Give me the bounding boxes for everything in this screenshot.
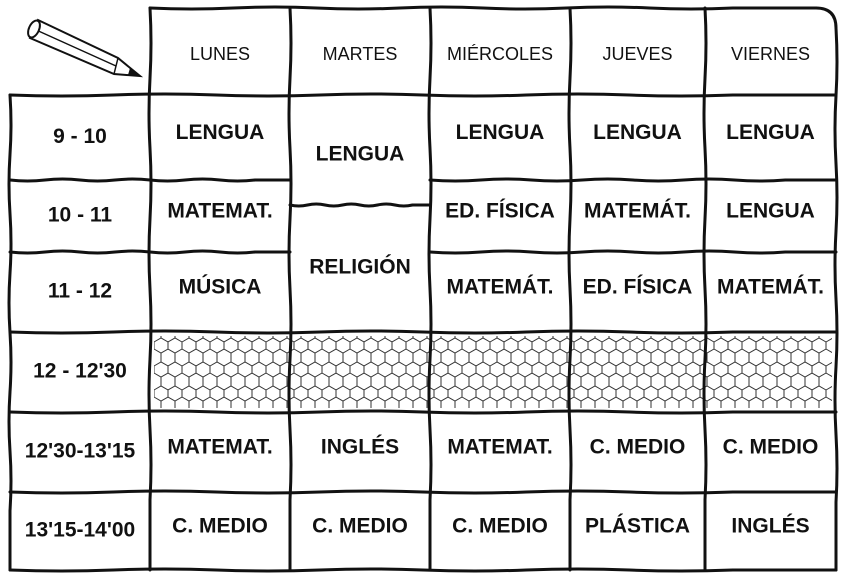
rule <box>8 567 838 573</box>
time-label: 10 - 11 <box>48 204 113 227</box>
subject: LENGUA <box>316 143 405 166</box>
subject: MATEMÁT. <box>584 200 691 223</box>
rule <box>288 202 432 208</box>
rule <box>427 6 433 572</box>
subject: C. MEDIO <box>172 515 268 538</box>
subject: MATEMÁT. <box>717 276 824 299</box>
rule <box>702 6 708 572</box>
day-header: MIÉRCOLES <box>447 44 553 64</box>
rule <box>428 177 838 183</box>
subject: C. MEDIO <box>723 436 819 459</box>
recess-pattern <box>154 336 832 408</box>
day-header: VIERNES <box>731 44 810 64</box>
subject: PLÁSTICA <box>585 515 690 538</box>
subject: ED. FÍSICA <box>445 200 555 223</box>
rule <box>8 409 838 415</box>
time-label: 11 - 12 <box>48 280 112 303</box>
subject: LENGUA <box>176 121 265 144</box>
rule <box>8 489 838 495</box>
rule <box>148 5 818 11</box>
rule <box>428 249 838 255</box>
subject: MÚSICA <box>179 275 262 299</box>
day-header: MARTES <box>323 44 398 64</box>
rule <box>7 93 13 572</box>
subject: MATEMAT. <box>167 200 272 223</box>
subject: INGLÉS <box>321 436 399 459</box>
subject: MATEMAT. <box>167 436 272 459</box>
rule <box>8 329 838 335</box>
time-label: 12 - 12'30 <box>33 360 127 383</box>
day-header: JUEVES <box>602 44 672 64</box>
subject: C. MEDIO <box>452 515 548 538</box>
subject: LENGUA <box>726 121 815 144</box>
subject: MATEMÁT. <box>447 276 554 299</box>
rule <box>287 6 293 572</box>
subject: MATEMAT. <box>447 436 552 459</box>
subject: C. MEDIO <box>312 515 408 538</box>
rule <box>814 6 838 30</box>
rule <box>567 6 573 572</box>
rule <box>833 26 839 572</box>
time-label: 9 - 10 <box>53 125 107 148</box>
subject: INGLÉS <box>731 515 809 538</box>
time-label: 13'15-14'00 <box>25 519 135 542</box>
rule <box>8 92 838 98</box>
day-header: LUNES <box>190 44 250 64</box>
subject: LENGUA <box>456 121 545 144</box>
subject: ED. FÍSICA <box>583 276 693 299</box>
subject: RELIGIÓN <box>309 255 411 279</box>
rule <box>147 6 153 572</box>
subject: LENGUA <box>726 200 815 223</box>
subject: LENGUA <box>593 121 682 144</box>
subject: C. MEDIO <box>590 436 686 459</box>
pencil-icon <box>27 18 144 78</box>
time-label: 12'30-13'15 <box>25 440 136 463</box>
